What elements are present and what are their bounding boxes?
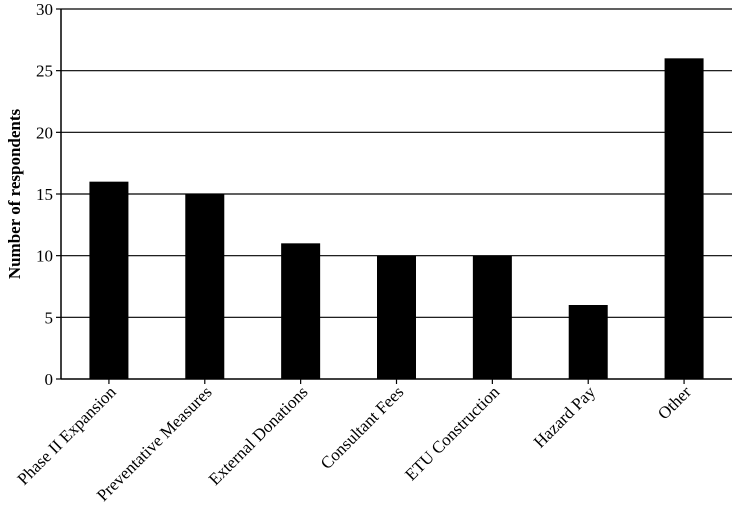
bars (89, 58, 704, 379)
y-axis-title: Number of respondents (5, 108, 24, 279)
bar (89, 181, 129, 379)
bar (664, 58, 704, 379)
gridlines (61, 8, 732, 318)
bar (377, 255, 416, 379)
y-axis-ticks: 0 5 10 15 20 25 30 (36, 0, 61, 389)
x-tick-label: Other (654, 382, 695, 423)
y-tick-label: 30 (36, 0, 53, 19)
y-tick-label: 15 (36, 185, 53, 204)
bar (568, 305, 608, 379)
x-tick-label: Consultant Fees (317, 382, 408, 473)
y-tick-label: 20 (36, 123, 53, 142)
bar (472, 255, 512, 379)
y-tick-label: 10 (36, 247, 53, 266)
x-tick-label: Hazard Pay (530, 382, 600, 452)
y-tick-label: 0 (45, 370, 54, 389)
x-tick-label: Phase II Expansion (14, 382, 121, 489)
y-tick-label: 25 (36, 62, 53, 81)
bar (281, 243, 321, 379)
y-tick-label: 5 (45, 308, 54, 327)
x-tick-label: External Donations (205, 382, 312, 489)
x-tick-label: ETU Construction (401, 382, 503, 484)
bar (185, 194, 225, 379)
